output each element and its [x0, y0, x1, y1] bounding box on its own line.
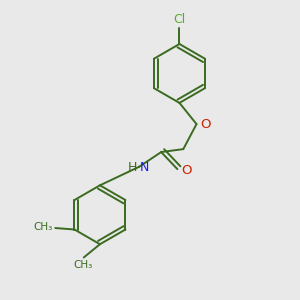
Text: O: O — [201, 118, 211, 130]
Text: N: N — [140, 161, 149, 174]
Text: Cl: Cl — [173, 13, 186, 26]
Text: H: H — [128, 161, 137, 174]
Text: CH₃: CH₃ — [34, 222, 53, 233]
Text: O: O — [181, 164, 191, 176]
Text: CH₃: CH₃ — [73, 260, 92, 270]
